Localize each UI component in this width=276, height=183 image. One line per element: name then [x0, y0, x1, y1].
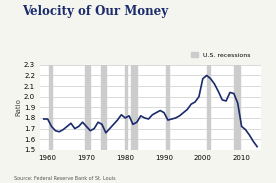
- Bar: [125, 65, 127, 150]
- Bar: [131, 65, 137, 150]
- Bar: [207, 65, 210, 150]
- Bar: [86, 65, 90, 150]
- Legend: U.S. recessions: U.S. recessions: [189, 49, 253, 60]
- Bar: [49, 65, 52, 150]
- Bar: [101, 65, 107, 150]
- Text: Velocity of Our Money: Velocity of Our Money: [22, 5, 168, 18]
- Y-axis label: Ratio: Ratio: [15, 98, 21, 116]
- Text: Source: Federal Reserve Bank of St. Louis: Source: Federal Reserve Bank of St. Loui…: [14, 176, 115, 181]
- Bar: [166, 65, 169, 150]
- Bar: [233, 65, 240, 150]
